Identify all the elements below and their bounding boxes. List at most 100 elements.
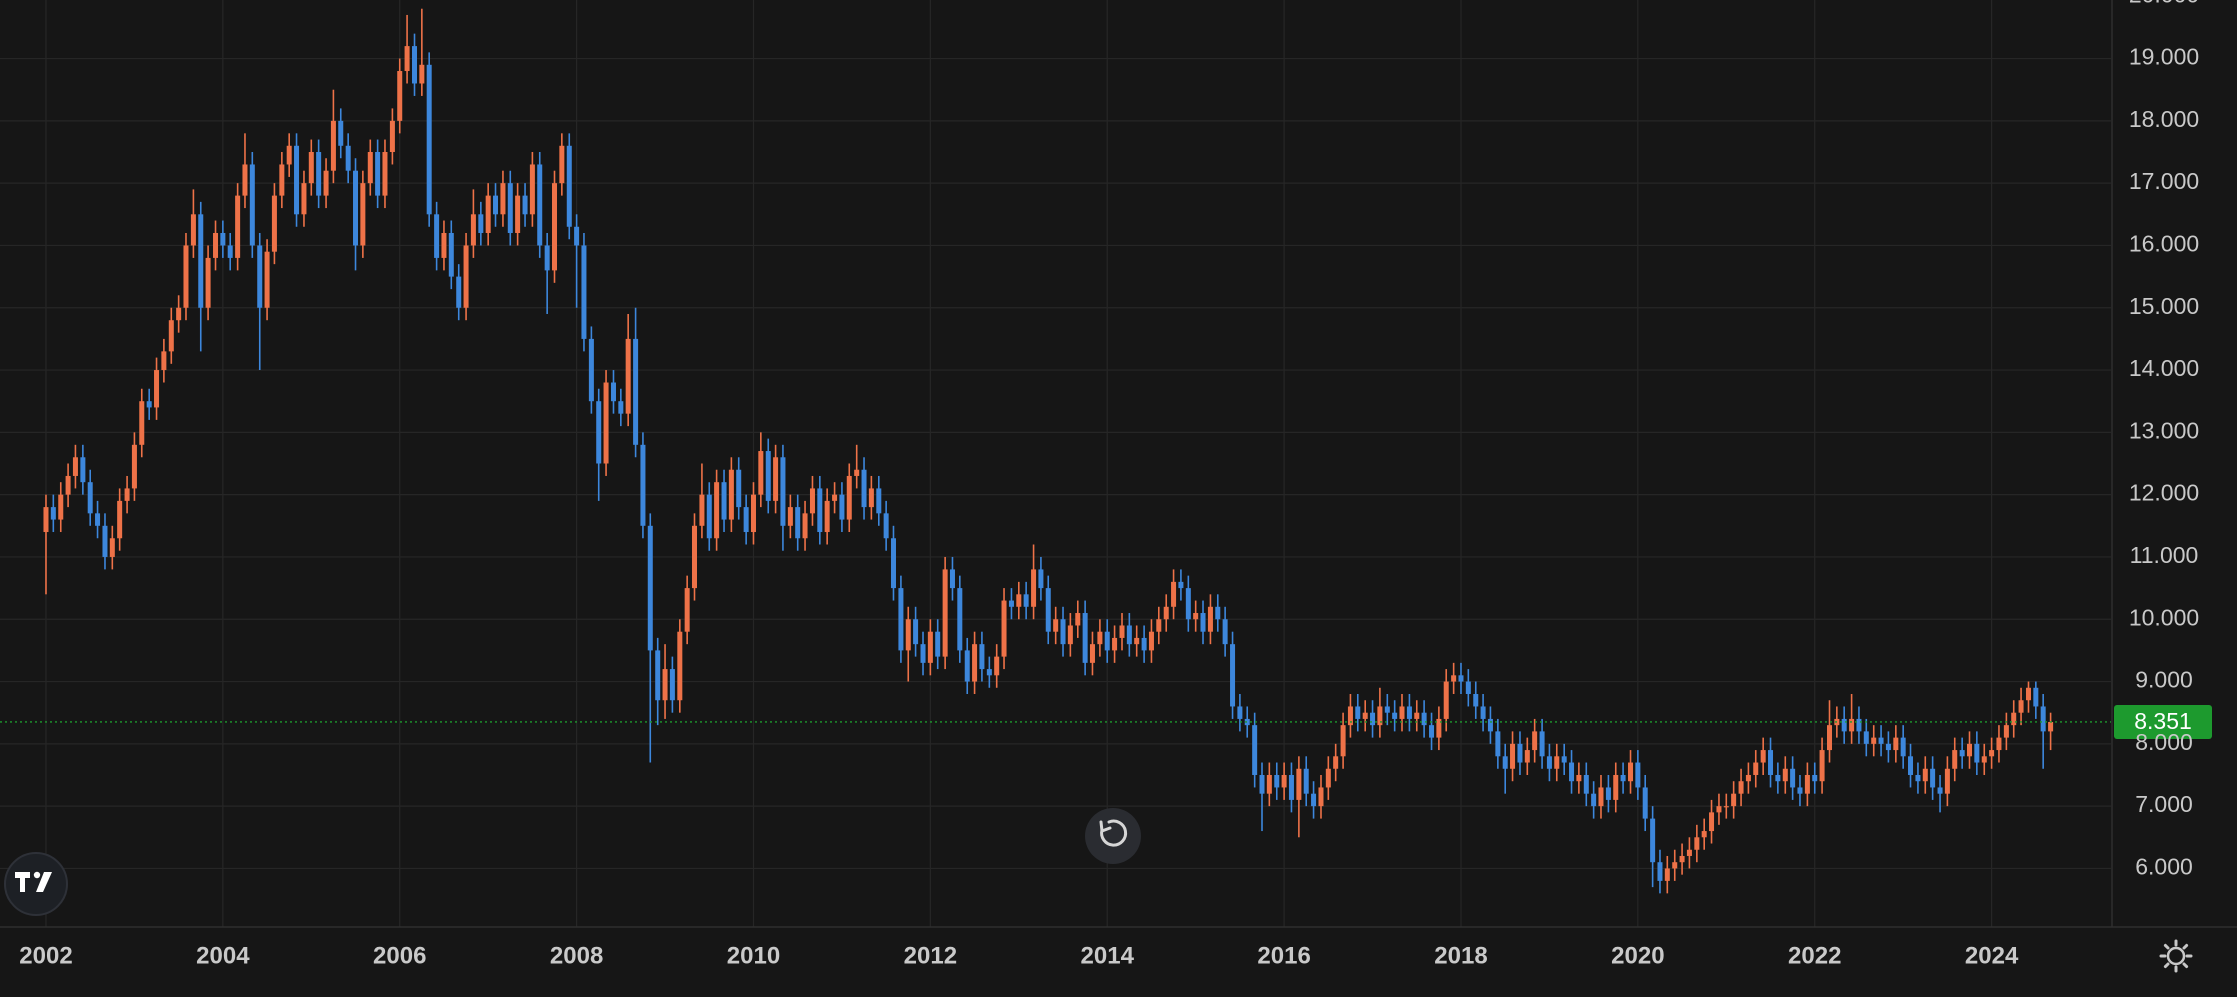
candle-body (1148, 631, 1154, 651)
candle-body (95, 513, 101, 526)
candle-body (1031, 569, 1037, 607)
candle-body (773, 457, 779, 501)
candle-body (1377, 706, 1383, 726)
candle-body (1163, 606, 1169, 620)
candle-body (102, 525, 108, 557)
candle-body (795, 507, 801, 539)
candle-body (839, 494, 845, 520)
candle-body (124, 488, 130, 501)
candle-body (1524, 750, 1530, 763)
candle-body (1930, 768, 1936, 788)
candle-body (176, 307, 182, 321)
candle-body (927, 631, 933, 663)
candle-body (677, 631, 683, 701)
candle-body (1981, 756, 1987, 763)
candle-body (1694, 837, 1700, 850)
y-tick-label: 10.000 (2129, 604, 2199, 630)
candle-body (1605, 787, 1611, 800)
logo[interactable] (4, 852, 68, 916)
candle-body (375, 152, 381, 196)
candle-body (323, 170, 329, 196)
candle-body (1495, 731, 1501, 757)
candle-body (1347, 706, 1353, 726)
candle-body (566, 145, 572, 227)
candle-body (787, 507, 793, 526)
overlay: 8.351 (0, 704, 2212, 739)
candle-body (1045, 588, 1051, 632)
candle-body (1797, 787, 1803, 794)
candle-body (1355, 706, 1361, 719)
candle-body (1937, 787, 1943, 794)
candle-body (463, 245, 469, 308)
last-price-label: 8.351 (2134, 708, 2192, 734)
candle-body (979, 644, 985, 670)
candle-body (964, 650, 970, 682)
candle-body (507, 183, 513, 233)
candle-body (345, 145, 351, 171)
candle-body (544, 245, 550, 271)
x-tick-label: 2008 (550, 942, 603, 969)
candle-body (684, 588, 690, 632)
candle-body (640, 444, 646, 526)
candle-body (1318, 787, 1324, 807)
candle-body (456, 276, 462, 308)
x-tick-label: 2022 (1788, 942, 1841, 969)
y-tick-label: 15.000 (2129, 293, 2199, 319)
candle-body (1266, 774, 1272, 794)
candle-body (330, 120, 336, 171)
candle-body (935, 631, 941, 657)
candle-body (574, 226, 580, 246)
candle-body (478, 214, 484, 233)
candle-body (802, 513, 808, 539)
candle-body (242, 164, 248, 196)
candle-body (1952, 750, 1958, 769)
y-tick-label: 9.000 (2135, 667, 2193, 693)
candle-body (1871, 737, 1877, 744)
candle-body (389, 120, 395, 153)
x-tick-label: 2002 (19, 942, 72, 969)
candle-body (832, 494, 838, 501)
candle-body (286, 145, 292, 165)
candle-body (257, 245, 263, 308)
candle-body (1016, 594, 1022, 607)
candle-body (382, 152, 388, 196)
reset-button[interactable] (1085, 808, 1141, 864)
candle-body (1672, 862, 1678, 869)
candle-body (448, 232, 454, 277)
candle-body (824, 500, 830, 533)
candle-body (1325, 768, 1331, 788)
candle-body (1134, 637, 1140, 645)
candle-body (780, 457, 786, 526)
candle-body (1745, 774, 1751, 782)
candle-body (942, 569, 948, 657)
candle-body (633, 338, 639, 445)
candle-body (1259, 774, 1265, 794)
candle-body (1613, 774, 1619, 800)
candle-body (1716, 806, 1722, 813)
candle-body (846, 475, 852, 520)
candle-body (1237, 706, 1243, 719)
candles (43, 8, 2054, 894)
candle-body (750, 494, 756, 533)
candle-body (1414, 712, 1420, 719)
candle-body (1701, 831, 1707, 838)
settings-button[interactable] (2159, 939, 2193, 973)
x-tick-label: 2010 (727, 942, 780, 969)
candle-body (1959, 750, 1965, 757)
candle-body (154, 370, 160, 408)
candle-body (861, 469, 867, 508)
candle-body (1591, 793, 1597, 807)
candle-body (854, 469, 860, 476)
candle-body (706, 494, 712, 539)
candle-body (1539, 731, 1545, 757)
candle-body (1635, 762, 1641, 788)
candle-body (1200, 613, 1206, 632)
y-tick-label: 13.000 (2129, 417, 2199, 443)
candle-body (404, 46, 410, 72)
candle-body (1554, 756, 1560, 769)
candle-body (235, 195, 241, 258)
candle-body (2048, 721, 2054, 732)
x-tick-label: 2024 (1965, 942, 2019, 969)
candle-body (890, 538, 896, 589)
candle-body (1760, 750, 1766, 763)
